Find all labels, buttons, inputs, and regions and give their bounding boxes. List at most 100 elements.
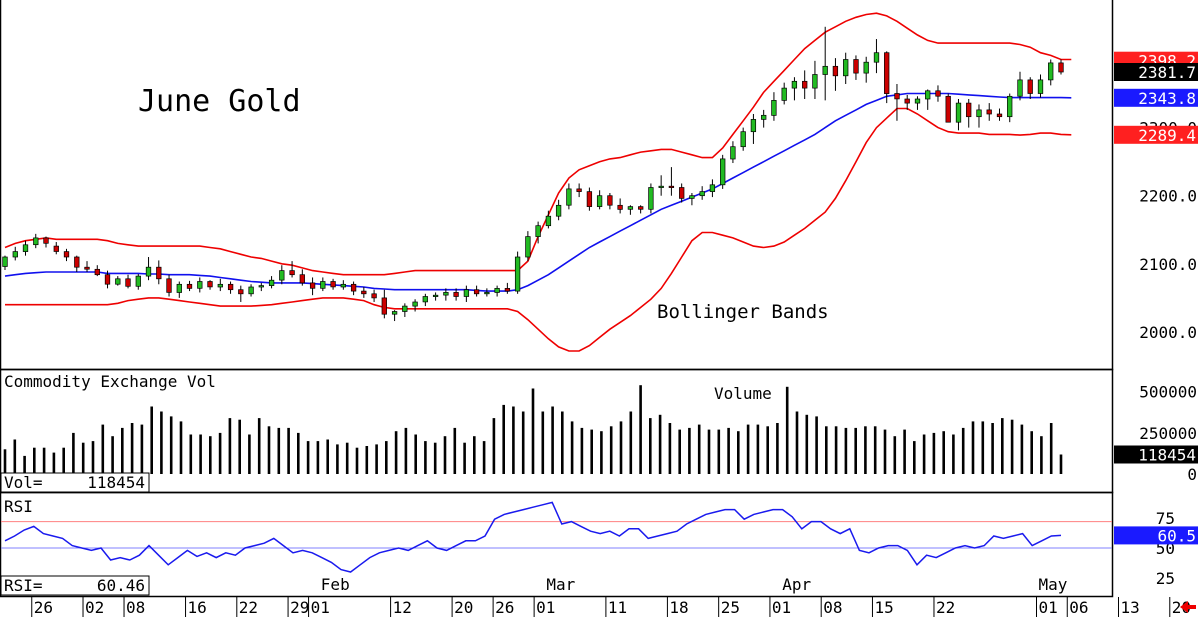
candle-body [771, 100, 777, 116]
candle-body [412, 301, 418, 307]
candle-body [115, 278, 121, 285]
candle [309, 277, 316, 296]
candle-body [279, 270, 285, 281]
rsi-tag-label: 60.5 [1157, 526, 1196, 545]
candle-body [268, 279, 275, 286]
candle-body [535, 225, 541, 237]
candle [945, 93, 951, 123]
candle-body [402, 305, 408, 312]
candle [391, 310, 398, 322]
candle [853, 55, 859, 80]
candle-body [638, 206, 644, 210]
volume-bar [306, 441, 310, 474]
candle [84, 261, 90, 273]
candle-body [945, 95, 951, 123]
volume-bar [922, 434, 926, 474]
candle [432, 292, 439, 301]
volume-bar [326, 439, 329, 474]
volume-bar [903, 429, 906, 474]
candle [986, 103, 992, 121]
x-tick-label: 25 [721, 598, 740, 617]
volume-bar [394, 431, 398, 474]
candle [156, 260, 162, 285]
candle-body [422, 296, 428, 303]
candle-body [12, 251, 18, 258]
volume-bar [609, 426, 613, 474]
candle [832, 58, 839, 91]
volume-bar [111, 436, 114, 474]
axis-layer: 2000.02100.02200.02300.02398.22381.72343… [31, 52, 1198, 617]
candle [53, 242, 59, 255]
x-tick-label: 08 [126, 598, 145, 617]
candle [145, 257, 152, 281]
volume-bar [600, 431, 603, 474]
volume-tag-box [1114, 445, 1198, 464]
volume-bar [297, 432, 300, 474]
candle [545, 210, 552, 229]
candle [658, 175, 664, 196]
volume-bar [697, 424, 701, 474]
candle-body [894, 93, 900, 100]
volume-bar [228, 418, 232, 474]
volume-bar [287, 427, 290, 474]
x-tick-label: 15 [875, 598, 894, 617]
candle [699, 186, 705, 200]
x-tick-label: 01 [772, 598, 791, 617]
volume-bar [91, 441, 95, 474]
candle [791, 77, 798, 101]
rsi-readout-label: RSI= [4, 576, 43, 595]
volume-bar [257, 418, 261, 474]
candle-body [53, 245, 59, 252]
volume-bar [345, 442, 349, 474]
vol-readout-value: 118454 [87, 473, 145, 492]
candle-body [381, 297, 387, 315]
scroll-arrow-icon[interactable] [1180, 601, 1196, 613]
candle-body [494, 288, 500, 293]
candle [484, 288, 490, 297]
candle [709, 179, 716, 198]
candle-body [925, 90, 931, 100]
candle [2, 255, 8, 270]
candle-body [1017, 79, 1023, 97]
x-tick-label: 13 [1121, 598, 1140, 617]
candle-body [453, 292, 459, 297]
volume-bar [179, 421, 183, 474]
candle [873, 39, 880, 74]
candle [586, 187, 593, 211]
rsi-readout-value: 60.46 [97, 576, 145, 595]
volume-bar [62, 447, 65, 474]
x-tick-label: 01 [311, 598, 330, 617]
candle [33, 233, 39, 249]
volume-bar [316, 441, 320, 474]
volume-bar [473, 436, 476, 474]
candle-body [156, 266, 162, 280]
candle-body [145, 266, 152, 277]
candle-body [238, 289, 244, 295]
candle-body [863, 61, 869, 74]
volume-bar [443, 436, 447, 474]
volume-bar [130, 423, 134, 474]
candle [1017, 71, 1023, 101]
candle [996, 108, 1003, 121]
volume-bar [404, 427, 408, 474]
rsi-line [4, 501, 1062, 573]
candle-body [504, 288, 511, 292]
volume-bar [218, 432, 222, 474]
candle [802, 70, 808, 99]
candle-body [94, 268, 100, 276]
candle [504, 282, 511, 294]
candle-body [371, 293, 377, 299]
volume-bar [375, 444, 378, 474]
volume-bar [678, 429, 681, 474]
volume-bar [13, 439, 17, 474]
volume-bar [932, 432, 936, 474]
volume-bar [199, 434, 202, 474]
candle-body [197, 281, 203, 289]
volume-bar [658, 414, 662, 474]
candle [412, 299, 418, 312]
candle-body [443, 292, 449, 296]
candle [781, 82, 787, 105]
candle-body [699, 191, 705, 197]
candle-body [996, 113, 1003, 118]
